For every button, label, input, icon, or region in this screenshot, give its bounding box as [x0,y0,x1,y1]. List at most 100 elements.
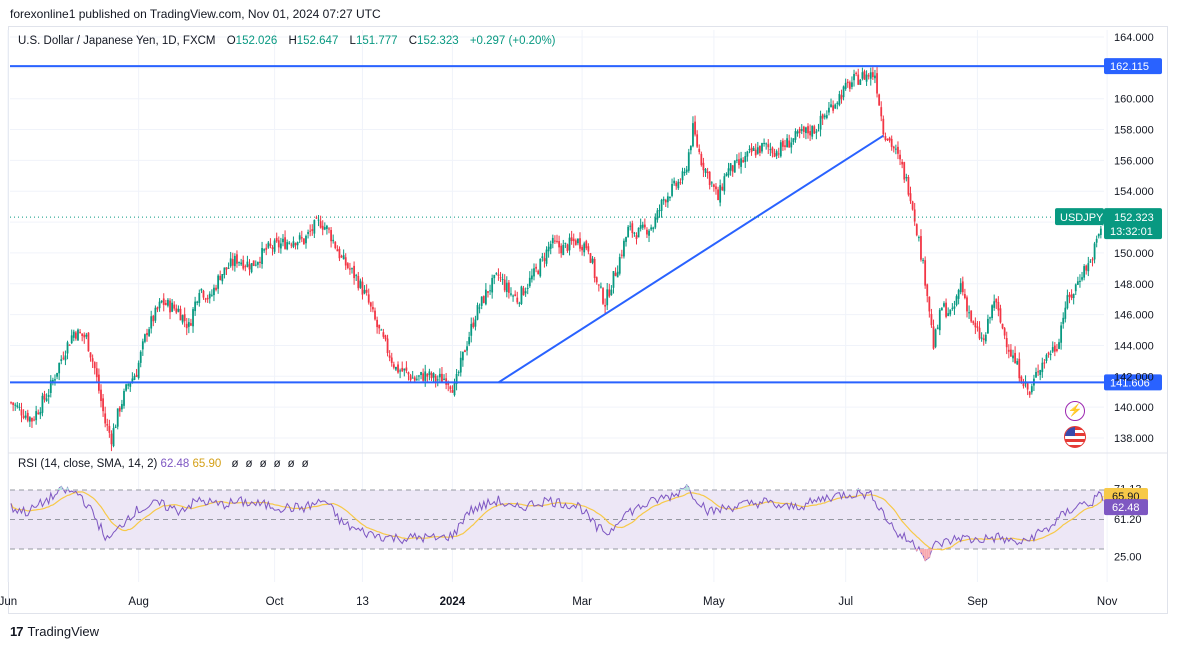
candle-body [572,238,575,242]
candle-body [217,275,220,289]
candle-body [593,259,596,279]
candle-body [888,137,891,141]
candle-body [625,237,627,242]
candle-body [554,240,556,242]
candle-body [192,309,194,327]
candle-body [943,303,945,307]
candle-body [56,372,58,377]
candle-body [1072,293,1075,299]
candle-body [1060,325,1063,343]
candle-body [842,86,845,98]
candle-body [945,302,947,317]
candle-body [556,240,558,242]
candle-body [162,298,165,305]
price-chart[interactable]: 162.115 141.606 USDJPY 152.323 13:32:01 164.0… [0,0,1177,614]
candle-body [782,140,784,147]
candle-body [121,404,123,410]
hidden-eye-icon[interactable]: ø [287,458,295,470]
candle-body [955,296,958,306]
candle-body [330,230,332,242]
hidden-eye-icon[interactable]: ø [259,458,267,470]
candle-body [1035,371,1037,378]
candle-body [961,281,964,293]
candle-body [507,282,510,293]
candle-body [229,258,232,267]
candle-body [579,238,581,249]
hidden-eye-icon[interactable]: ø [273,458,281,470]
candle-body [1030,386,1033,393]
candle-body [978,327,981,339]
candle-body [112,428,115,447]
candle-body [828,107,830,113]
candle-body [194,301,197,312]
candle-body [1087,263,1090,272]
candle-body [123,391,125,406]
candle-body [581,246,584,251]
time-axis-label: 2024 [440,596,466,608]
chart-frame[interactable] [8,26,1168,614]
candle-body [930,313,933,326]
candle-body [242,259,245,269]
candle-body [374,310,376,320]
candle-body [566,244,569,252]
candle-body [453,383,456,396]
candle-body [455,373,458,385]
candle-body [710,182,713,184]
tradingview-brand[interactable]: 17 TradingView [10,624,99,639]
candle-body [819,115,822,130]
candle-body [478,307,481,309]
candle-body [154,307,157,321]
candle-body [81,333,84,336]
candle-body [480,296,483,306]
candle-body [449,386,452,390]
candle-body [662,199,665,201]
candle-body [993,301,996,308]
candle-body [1047,352,1050,355]
candle-body [779,142,782,157]
candle-body [777,153,780,155]
candle-body [31,417,33,422]
candle-body [420,372,422,376]
candle-body [311,229,314,231]
rsi-title[interactable]: RSI (14, close, SMA, 14, 2) [18,458,158,470]
candle-body [731,165,734,172]
candle-body [549,243,552,249]
candle-body [390,357,393,363]
candle-body [1099,228,1102,236]
candle-body [704,169,707,173]
us-flag-icon[interactable] [1064,426,1086,448]
candle-body [687,152,690,171]
symbol-legend: U.S. Dollar / Japanese Yen, 1D, FXCM O15… [18,35,556,47]
candle-body [114,426,117,428]
candle-body [369,302,372,307]
lightning-icon[interactable]: ⚡ [1065,401,1085,421]
candle-body [1068,294,1071,297]
candle-body [64,355,67,361]
candle-body [664,199,667,203]
symbol-title[interactable]: U.S. Dollar / Japanese Yen, 1D, FXCM [18,35,216,47]
candle-body [148,329,151,336]
hidden-eye-icon[interactable]: ø [301,458,309,470]
candle-body [236,254,238,264]
candle-body [773,153,776,157]
symbol-tag-label: USDJPY [1060,212,1104,224]
candle-body [244,266,247,268]
candle-body [608,289,611,297]
candle-body [859,79,862,85]
candle-body [468,337,471,345]
rsi-value-tag [1104,499,1148,516]
candle-body [635,235,638,240]
candle-body [884,136,887,140]
candle-body [41,395,44,413]
hidden-eye-icon[interactable]: ø [231,458,239,470]
candle-body [357,275,360,289]
candle-body [185,323,188,329]
candle-body [372,307,374,310]
candle-body [809,131,812,136]
candle-body [484,289,487,305]
candle-body [1020,376,1023,384]
candle-body [68,344,71,346]
hidden-eye-icon[interactable]: ø [245,458,253,470]
candle-body [160,300,163,303]
candle-body [909,193,912,202]
